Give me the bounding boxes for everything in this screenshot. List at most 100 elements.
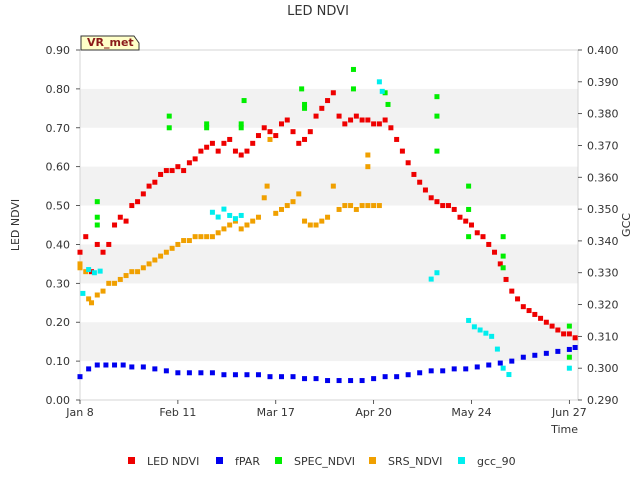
point-spec-ndvi xyxy=(466,183,472,189)
y-right-tick-label: 0.290 xyxy=(587,394,619,407)
point-srs-ndvi xyxy=(273,210,279,216)
point-led-ndvi xyxy=(238,152,244,158)
point-led-ndvi xyxy=(204,144,210,150)
point-fpar xyxy=(451,366,457,372)
point-led-ndvi xyxy=(198,148,204,154)
point-spec-ndvi xyxy=(466,206,472,212)
point-spec-ndvi xyxy=(94,222,100,228)
point-gcc-90 xyxy=(500,365,506,371)
point-fpar xyxy=(474,364,480,370)
point-srs-ndvi xyxy=(89,300,95,306)
point-led-ndvi xyxy=(468,222,474,228)
x-tick-label: Mar 17 xyxy=(257,406,295,419)
point-led-ndvi xyxy=(353,113,359,119)
point-srs-ndvi xyxy=(261,195,267,201)
x-tick-label: Apr 20 xyxy=(355,406,392,419)
point-spec-ndvi xyxy=(500,265,506,271)
point-srs-ndvi xyxy=(94,292,100,298)
point-led-ndvi xyxy=(221,140,227,146)
point-srs-ndvi xyxy=(267,136,273,142)
point-led-ndvi xyxy=(365,117,371,123)
point-fpar xyxy=(359,378,365,384)
point-led-ndvi xyxy=(89,269,95,275)
point-srs-ndvi xyxy=(342,203,348,209)
point-spec-ndvi xyxy=(434,113,440,119)
x-tick-label: May 24 xyxy=(451,406,491,419)
point-srs-ndvi xyxy=(302,218,308,224)
point-spec-ndvi xyxy=(382,90,388,96)
point-led-ndvi xyxy=(330,90,336,96)
point-fpar xyxy=(302,376,308,382)
point-led-ndvi xyxy=(302,136,308,142)
point-fpar xyxy=(394,374,400,380)
point-led-ndvi xyxy=(227,136,233,142)
point-led-ndvi xyxy=(486,241,492,247)
point-fpar xyxy=(255,372,261,378)
point-led-ndvi xyxy=(112,222,118,228)
point-gcc-90 xyxy=(227,212,233,218)
data-marks xyxy=(77,66,578,384)
point-srs-ndvi xyxy=(336,206,342,212)
point-led-ndvi xyxy=(284,117,290,123)
point-srs-ndvi xyxy=(192,234,198,240)
point-spec-ndvi xyxy=(566,354,572,360)
point-fpar xyxy=(120,362,126,368)
point-led-ndvi xyxy=(319,105,325,111)
point-fpar xyxy=(509,358,515,364)
y-left-tick-label: 0.40 xyxy=(46,238,71,251)
point-gcc-90 xyxy=(466,317,472,323)
point-fpar xyxy=(112,362,118,368)
point-led-ndvi xyxy=(348,117,354,123)
plot-frame xyxy=(79,49,579,401)
point-srs-ndvi xyxy=(146,261,152,267)
point-led-ndvi xyxy=(123,218,129,224)
point-led-ndvi xyxy=(555,327,561,333)
point-srs-ndvi xyxy=(163,249,169,255)
point-spec-ndvi xyxy=(166,125,172,131)
point-gcc-90 xyxy=(506,372,512,378)
y-right-tick-label: 0.300 xyxy=(587,362,619,375)
point-srs-ndvi xyxy=(365,152,371,158)
point-led-ndvi xyxy=(422,187,428,193)
point-srs-ndvi xyxy=(83,269,89,275)
point-led-ndvi xyxy=(215,148,221,154)
point-srs-ndvi xyxy=(117,276,123,282)
point-fpar xyxy=(336,378,342,384)
point-led-ndvi xyxy=(480,234,486,240)
point-spec-ndvi xyxy=(434,148,440,154)
point-gcc-90 xyxy=(91,270,97,276)
point-srs-ndvi xyxy=(215,230,221,236)
series-gcc-90 xyxy=(80,79,572,378)
point-led-ndvi xyxy=(163,168,169,174)
y-right-tick-label: 0.390 xyxy=(587,76,619,89)
y-left-tick-label: 0.80 xyxy=(46,83,71,96)
point-led-ndvi xyxy=(192,156,198,162)
point-srs-ndvi xyxy=(264,183,270,189)
point-srs-ndvi xyxy=(175,241,181,247)
x-ticks: Jan 8 Feb 11 Mar 17 Apr 20 May 24 Jun 27 xyxy=(65,400,587,419)
point-fpar xyxy=(77,374,83,380)
point-fpar xyxy=(186,370,192,376)
point-gcc-90 xyxy=(209,209,215,215)
point-led-ndvi xyxy=(296,140,302,146)
point-led-ndvi xyxy=(313,113,319,119)
point-led-ndvi xyxy=(492,249,498,255)
grid-band xyxy=(80,88,578,128)
point-srs-ndvi xyxy=(284,203,290,209)
point-led-ndvi xyxy=(232,148,238,154)
plot-bands xyxy=(80,88,578,362)
point-led-ndvi xyxy=(77,249,83,255)
point-spec-ndvi xyxy=(385,101,391,107)
point-led-ndvi xyxy=(497,261,503,267)
point-fpar xyxy=(152,366,158,372)
point-led-ndvi xyxy=(434,199,440,205)
point-fpar xyxy=(140,364,146,370)
point-led-ndvi xyxy=(83,234,89,240)
point-fpar xyxy=(325,378,331,384)
point-led-ndvi xyxy=(376,121,382,127)
legend-swatch-srs-ndvi xyxy=(369,457,376,464)
point-spec-ndvi xyxy=(238,121,244,127)
y-right-tick-label: 0.380 xyxy=(587,108,619,121)
legend-swatch-spec-ndvi xyxy=(275,457,282,464)
point-led-ndvi xyxy=(209,140,215,146)
